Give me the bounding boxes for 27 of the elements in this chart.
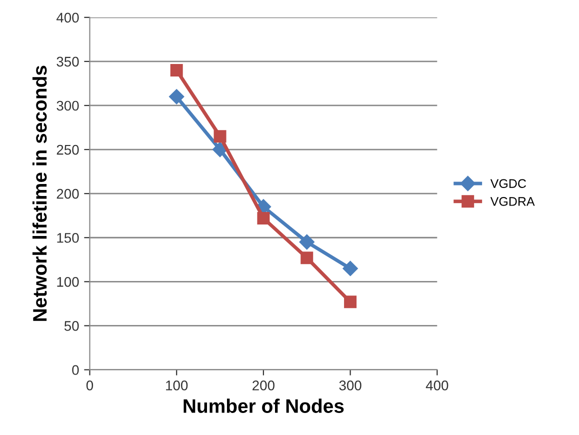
y-axis-title: Network lifetime in seconds [32,66,47,321]
point [212,142,228,158]
point [257,212,270,224]
y-tick-label: 100 [57,276,79,287]
y-tick-label: 0 [72,365,79,375]
legend-label: VGDC [490,179,526,188]
y-tick-label: 50 [64,321,79,331]
y-tick-label: 400 [56,12,79,23]
y-tick-label: 250 [56,144,79,155]
x-tick-label: 0 [86,380,94,390]
x-tick-label: 100 [166,380,188,390]
point [342,260,358,276]
point [214,130,226,143]
y-tick-label: 200 [56,188,79,199]
point [169,89,184,104]
point [299,234,314,250]
legend-label: VGDRA [490,197,535,206]
point [344,296,357,308]
x-tick-label: 200 [252,380,274,390]
x-tick-label: 300 [339,380,362,390]
point [170,64,183,77]
point [300,252,314,264]
y-tick-label: 300 [56,100,79,111]
y-tick-label: 350 [56,56,79,67]
x-tick-label: 400 [426,380,448,390]
y-tick-label: 150 [57,232,79,243]
x-axis-title: Number of Nodes [184,398,344,413]
